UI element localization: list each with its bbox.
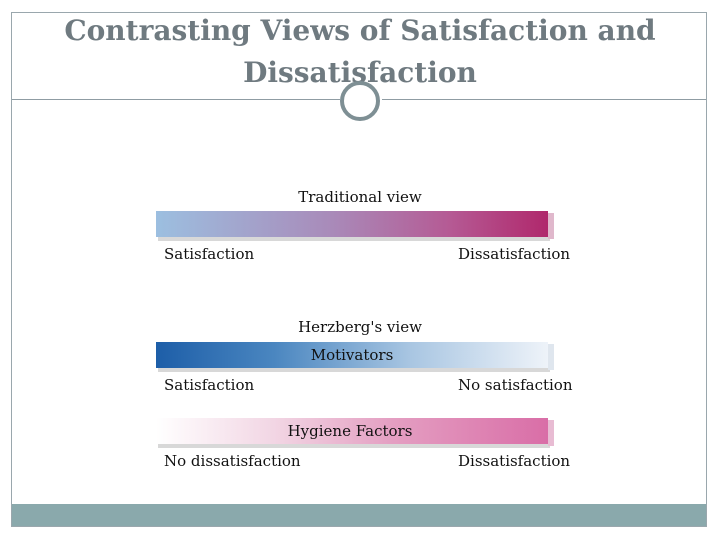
- hygiene-bar-fill: [156, 418, 548, 444]
- motivators-bar-fill: [156, 342, 548, 368]
- traditional-left-label: Satisfaction: [164, 245, 255, 263]
- hygiene-left-label: No dissatisfaction: [164, 452, 301, 470]
- hygiene-bar-edge: [548, 420, 554, 446]
- motivators-label: Motivators: [310, 346, 394, 364]
- hygiene-right-label: Dissatisfaction: [458, 452, 571, 470]
- traditional-bar-shadow: [158, 237, 550, 241]
- title-divider-left: [12, 99, 340, 100]
- hygiene-factors-label: Hygiene Factors: [287, 422, 413, 440]
- traditional-bar-fill: [156, 211, 548, 237]
- title-ring-decoration: [340, 81, 380, 121]
- motivators-bar-shadow: [158, 368, 550, 372]
- motivators-bar-edge: [548, 344, 554, 370]
- motivators-right-label: No satisfaction: [458, 376, 573, 394]
- slide-frame: [11, 12, 707, 527]
- motivators-left-label: Satisfaction: [164, 376, 255, 394]
- footer-bar: [12, 504, 706, 526]
- traditional-right-label: Dissatisfaction: [458, 245, 571, 263]
- hygiene-bar-shadow: [158, 444, 550, 448]
- traditional-view-heading: Traditional view: [298, 188, 422, 206]
- traditional-bar-edge: [548, 213, 554, 239]
- title-divider-right: [382, 99, 706, 100]
- herzberg-view-heading: Herzberg's view: [298, 318, 422, 336]
